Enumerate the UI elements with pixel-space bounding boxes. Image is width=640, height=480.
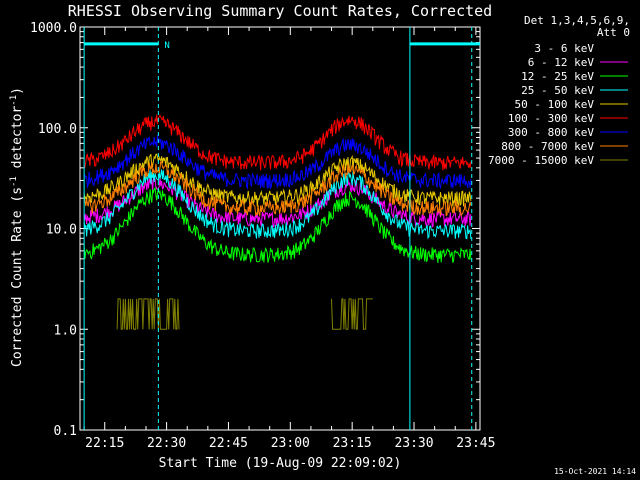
y-axis-title-sup: -1: [9, 95, 19, 106]
x-tick-label: 23:15: [333, 436, 372, 451]
legend-label: 50 - 100 keV: [515, 98, 595, 111]
x-tick-label: 22:45: [209, 436, 248, 451]
y-axis-title-part: Corrected Count Rate (s: [10, 187, 25, 367]
y-tick-label: 100.0: [38, 122, 77, 137]
series-line-25-50kev: [83, 169, 472, 240]
legend-label: 12 - 25 keV: [521, 70, 594, 83]
y-tick-label: 10.0: [46, 223, 77, 238]
y-tick-label: 0.1: [54, 424, 77, 439]
series-line-12-25kev: [83, 186, 472, 263]
x-tick-label: 22:30: [147, 436, 186, 451]
series-line-7000-15000kev: [116, 298, 373, 330]
x-tick-label: 23:30: [394, 436, 433, 451]
chart-title: RHESSI Observing Summary Count Rates, Co…: [68, 2, 492, 20]
y-axis-title-sup: -1: [9, 176, 19, 187]
y-tick-label: 1.0: [54, 323, 77, 338]
legend-label: 300 - 800 keV: [508, 126, 594, 139]
footer-timestamp: 15-Oct-2021 14:14: [554, 467, 636, 476]
legend-label: 25 - 50 keV: [521, 84, 594, 97]
legend-header-line2: Att 0: [597, 26, 630, 39]
x-tick-label: 23:45: [456, 436, 495, 451]
y-tick-label: 1000.0: [30, 21, 77, 36]
night-flag-label: N: [164, 41, 169, 51]
y-axis-title-part: ): [10, 87, 25, 95]
y-axis-title: Corrected Count Rate (s-1 detector-1): [9, 87, 25, 367]
series-line-100-300kev: [83, 114, 472, 171]
tick-labels: 0.1 1.0 10.0 100.0 1000.0 22:15 22:30 22:45 23:0…: [30, 21, 495, 451]
legend-label: 6 - 12 keV: [528, 56, 595, 69]
series-line-300-800kev: [84, 135, 472, 191]
observing-flags: N: [83, 27, 480, 430]
series-line-800-7000kev: [83, 160, 472, 217]
series-lines: [83, 114, 472, 330]
legend-label: 100 - 300 keV: [508, 112, 594, 125]
legend-label: 800 - 7000 keV: [501, 140, 594, 153]
legend-label: 7000 - 15000 keV: [488, 154, 594, 167]
x-tick-label: 23:00: [271, 436, 310, 451]
y-axis-title-part: detector: [10, 106, 25, 177]
legend-header-line1: Det 1,3,4,5,6,9,: [524, 14, 630, 27]
x-tick-label: 22:15: [85, 436, 124, 451]
axes: [79, 26, 481, 431]
x-axis-title: Start Time (19-Aug-09 22:09:02): [159, 456, 402, 471]
series-line-6-12kev: [83, 175, 472, 228]
legend-label: 3 - 6 keV: [534, 42, 594, 55]
